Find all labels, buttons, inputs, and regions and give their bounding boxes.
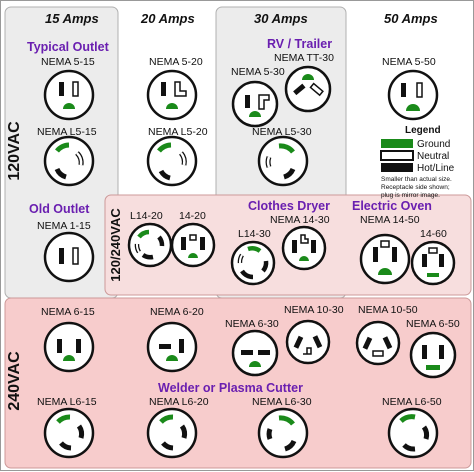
group-clothes-dryer: Clothes Dryer (248, 199, 330, 213)
label-nema-14-50: NEMA 14-50 (360, 214, 420, 226)
label-l14-30: L14-30 (238, 228, 271, 240)
label-nema-l6-20: NEMA L6-20 (149, 396, 209, 408)
legend-ground-swatch (381, 139, 413, 148)
region-240vac (4, 297, 472, 469)
receptacle-nema-14-30 (281, 225, 327, 271)
legend-note-3: plug is mirror image. (381, 192, 440, 199)
receptacle-nema-6-15 (43, 321, 95, 373)
receptacle-nema-5-30 (231, 80, 279, 128)
label-nema-14-30: NEMA 14-30 (270, 214, 330, 226)
label-nema-10-30: NEMA 10-30 (284, 304, 344, 316)
label-nema-6-30: NEMA 6-30 (225, 318, 279, 330)
receptacle-nema-tt-30 (284, 65, 332, 113)
receptacle-nema-5-20 (146, 69, 198, 121)
legend-note-1: Smaller than actual size. (381, 176, 452, 183)
label-nema-l6-30: NEMA L6-30 (252, 396, 312, 408)
receptacle-nema-l6-50 (387, 407, 439, 459)
receptacle-nema-6-20 (146, 321, 198, 373)
receptacle-nema-l5-30 (257, 135, 309, 187)
label-nema-tt-30: NEMA TT-30 (274, 52, 334, 64)
label-nema-6-20: NEMA 6-20 (150, 306, 204, 318)
label-nema-5-30: NEMA 5-30 (231, 66, 285, 78)
col-50-amps: 50 Amps (384, 11, 438, 26)
voltage-240vac: 240VAC (6, 351, 23, 411)
group-welder: Welder or Plasma Cutter (158, 381, 303, 395)
receptacle-nema-10-50 (355, 320, 401, 366)
label-14-20: 14-20 (179, 210, 206, 222)
label-14-60: 14-60 (420, 228, 447, 240)
label-nema-l5-30: NEMA L5-30 (252, 126, 312, 138)
receptacle-nema-l6-20 (146, 407, 198, 459)
legend-title: Legend (405, 125, 441, 136)
group-typical-outlet: Typical Outlet (27, 40, 110, 54)
legend-hot-swatch (381, 163, 413, 172)
label-nema-l6-50: NEMA L6-50 (382, 396, 442, 408)
col-20-amps: 20 Amps (140, 11, 195, 26)
receptacle-nema-6-30 (231, 329, 279, 377)
group-old-outlet: Old Outlet (29, 202, 90, 216)
group-rv-trailer: RV / Trailer (267, 37, 332, 51)
legend-ground-label: Ground (417, 139, 450, 150)
receptacle-nema-l6-15 (43, 407, 95, 459)
legend: Legend Ground Neutral Hot/Line Smaller t… (380, 125, 455, 199)
receptacle-14-60 (410, 240, 456, 286)
receptacle-nema-6-50 (409, 331, 457, 379)
label-nema-6-50: NEMA 6-50 (406, 318, 460, 330)
voltage-120vac: 120VAC (6, 121, 23, 181)
label-nema-l5-20: NEMA L5-20 (148, 126, 208, 138)
receptacle-l14-20 (127, 222, 173, 268)
group-electric-oven: Electric Oven (352, 199, 432, 213)
voltage-120-240vac: 120/240VAC (108, 208, 123, 282)
receptacle-nema-1-15 (43, 231, 95, 283)
label-nema-5-20: NEMA 5-20 (149, 56, 203, 68)
legend-note-2: Receptacle side shown; (381, 184, 450, 191)
receptacle-nema-5-50 (387, 69, 439, 121)
legend-neutral-label: Neutral (417, 151, 449, 162)
receptacle-nema-l5-20 (146, 135, 198, 187)
label-nema-l5-15: NEMA L5-15 (37, 126, 97, 138)
col-30-amps: 30 Amps (254, 11, 308, 26)
legend-neutral-swatch (380, 150, 414, 161)
col-15-amps: 15 Amps (45, 11, 99, 26)
label-l14-20: L14-20 (130, 210, 163, 222)
receptacle-l14-30 (230, 240, 276, 286)
receptacle-nema-l5-15 (43, 135, 95, 187)
receptacle-14-20 (170, 222, 216, 268)
label-nema-1-15: NEMA 1-15 (37, 220, 91, 232)
label-nema-5-50: NEMA 5-50 (382, 56, 436, 68)
legend-hot-label: Hot/Line (417, 163, 455, 174)
receptacle-nema-10-30 (285, 319, 331, 365)
label-nema-l6-15: NEMA L6-15 (37, 396, 97, 408)
receptacle-nema-14-50 (359, 233, 411, 285)
receptacle-nema-5-15 (43, 69, 95, 121)
label-nema-10-50: NEMA 10-50 (358, 304, 418, 316)
receptacle-nema-l6-30 (257, 407, 309, 459)
label-nema-5-15: NEMA 5-15 (41, 56, 95, 68)
label-nema-6-15: NEMA 6-15 (41, 306, 95, 318)
